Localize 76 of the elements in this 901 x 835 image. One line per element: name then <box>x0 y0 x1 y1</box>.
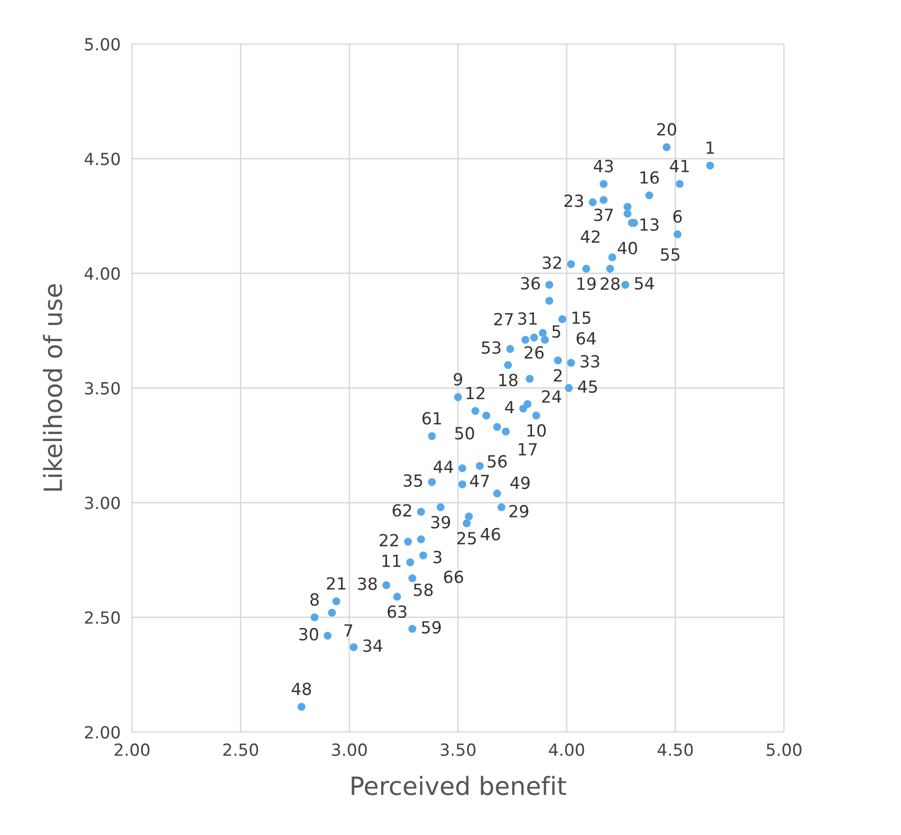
y-tick-label: 2.00 <box>85 726 120 739</box>
annotation: 39 <box>431 516 450 528</box>
annotation: 66 <box>444 570 464 584</box>
y-tick-label: 5.00 <box>85 38 120 51</box>
annotation: 53 <box>482 341 500 354</box>
annotation: 6 <box>673 210 682 223</box>
annotation: 11 <box>382 554 400 567</box>
annotation: 37 <box>594 208 613 222</box>
annotation: 16 <box>640 171 659 184</box>
x-tick-label: 5.00 <box>766 743 802 756</box>
annotation: 41 <box>670 160 689 172</box>
y-tick-label: 4.00 <box>84 267 120 280</box>
x-tick-label: 3.50 <box>440 743 476 756</box>
x-axis-title: Perceived benefit <box>352 776 566 796</box>
annotation: 17 <box>518 443 537 456</box>
annotation: 34 <box>363 639 382 652</box>
annotation: 36 <box>521 277 540 290</box>
annotation: 45 <box>578 380 597 393</box>
x-tick-label: 2.50 <box>223 743 258 756</box>
annotation: 4 <box>505 401 514 414</box>
y-tick-label: 3.00 <box>85 496 120 510</box>
annotation: 18 <box>499 374 518 386</box>
annotation: 1 <box>706 142 714 154</box>
y-axis-title: Likelihood of use <box>42 284 62 491</box>
annotation: 47 <box>470 474 489 487</box>
annotation: 43 <box>594 160 613 172</box>
annotation: 8 <box>310 593 319 606</box>
annotation: 9 <box>454 373 462 386</box>
annotation: 23 <box>564 194 584 208</box>
annotation: 55 <box>660 248 680 261</box>
x-tick-label: 2.00 <box>114 743 150 756</box>
annotation: 58 <box>414 583 433 596</box>
annotation: 24 <box>542 390 562 403</box>
annotation: 50 <box>455 426 474 440</box>
annotation: 30 <box>299 628 318 641</box>
annotation: 59 <box>422 621 441 634</box>
annotation: 40 <box>618 242 638 254</box>
annotation: 63 <box>388 605 406 618</box>
annotation: 56 <box>488 455 507 468</box>
annotation: 10 <box>527 424 546 437</box>
annotation: 33 <box>580 355 600 368</box>
annotation: 20 <box>657 123 676 136</box>
annotation: 62 <box>392 504 412 517</box>
annotation: 48 <box>292 682 311 696</box>
annotation: 26 <box>524 346 544 359</box>
y-tick-label: 2.50 <box>85 611 120 624</box>
annotation: 46 <box>480 528 500 540</box>
annotation: 5 <box>552 325 560 338</box>
annotation: 19 <box>577 277 596 290</box>
annotation: 31 <box>518 312 537 325</box>
y-tick-label: 4.50 <box>84 152 120 166</box>
annotation: 49 <box>510 476 530 490</box>
annotation: 54 <box>634 277 654 290</box>
annotation: 21 <box>326 577 346 590</box>
annotation: 38 <box>358 577 377 590</box>
annotation: 32 <box>542 256 562 269</box>
annotation: 12 <box>466 386 484 400</box>
annotation: 29 <box>509 504 528 518</box>
x-tick-label: 3.00 <box>332 743 367 756</box>
annotation: 28 <box>600 277 620 290</box>
annotation: 2 <box>554 369 562 382</box>
x-tick-label: 4.00 <box>548 743 584 756</box>
annotation: 25 <box>457 532 476 545</box>
annotation: 22 <box>380 534 398 546</box>
annotation: 13 <box>640 218 659 231</box>
annotation: 42 <box>580 230 600 243</box>
x-tick-label: 4.50 <box>658 743 693 756</box>
annotation: 61 <box>422 412 441 425</box>
annotation: 44 <box>434 460 454 473</box>
annotation: 7 <box>344 624 352 637</box>
annotation: 27 <box>494 312 513 326</box>
y-tick-label: 3.50 <box>85 382 120 395</box>
annotation: 15 <box>572 312 590 324</box>
annotation: 35 <box>404 474 422 487</box>
annotation: 3 <box>433 550 442 564</box>
annotation: 64 <box>576 332 596 345</box>
